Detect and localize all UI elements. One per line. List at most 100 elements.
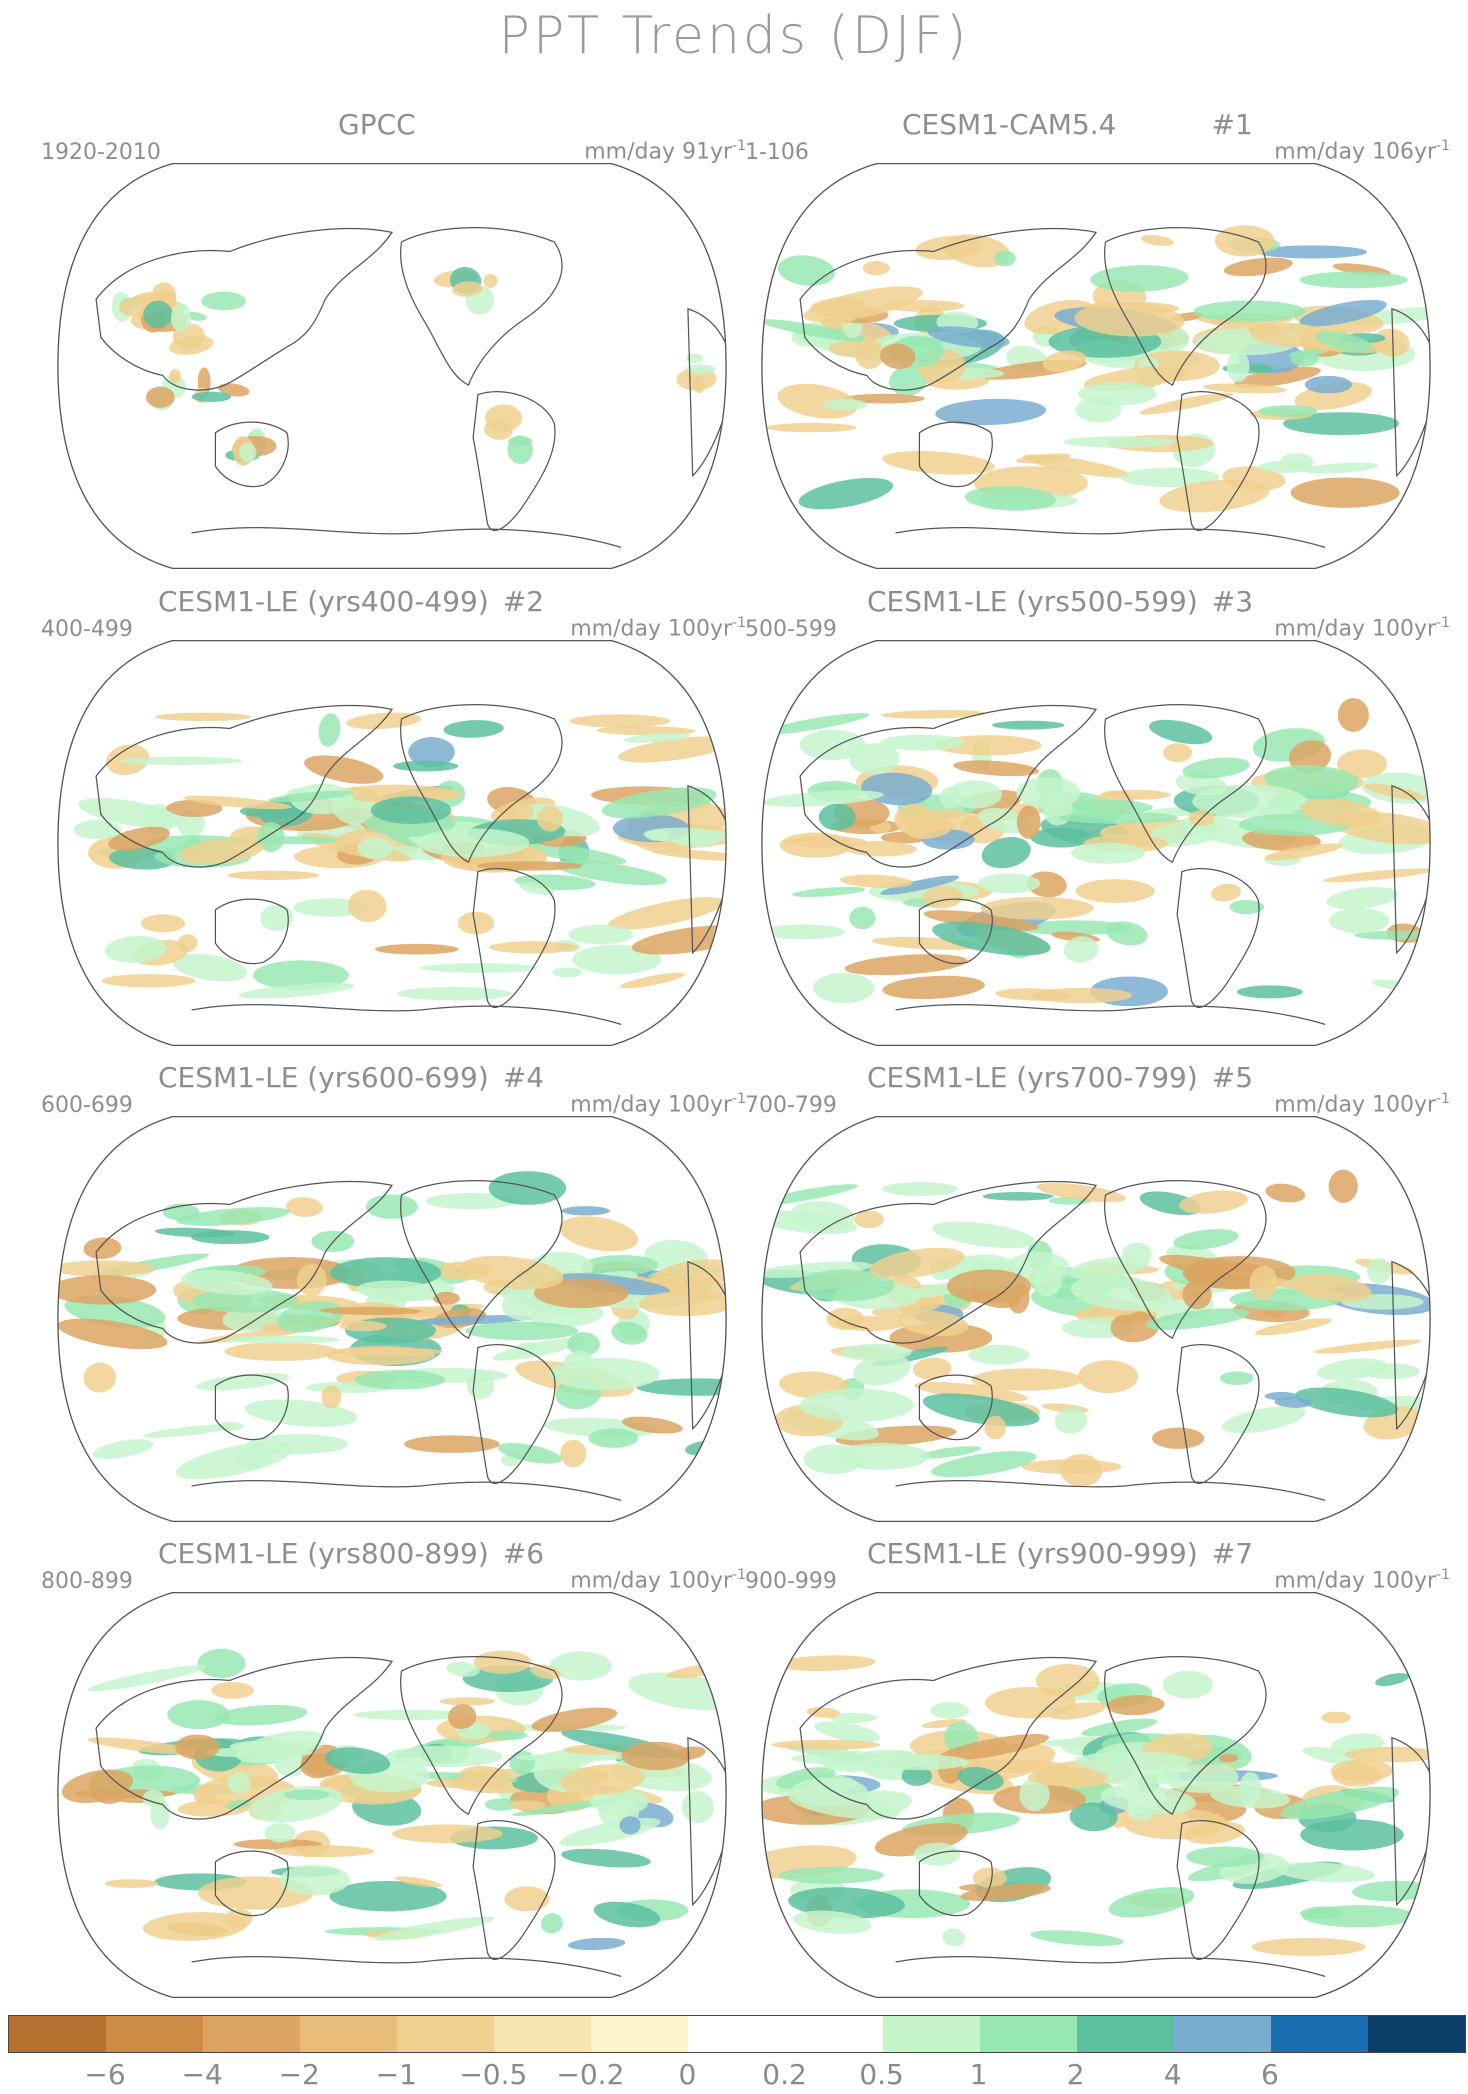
colorbar-cell	[1270, 2016, 1368, 2052]
panel-title: CESM1-CAM5.4 #1	[902, 108, 1253, 141]
panel-title-text: GPCC	[338, 108, 416, 141]
panel-units-text: mm/day 100yr	[570, 1092, 733, 1118]
panel-units-exponent: -1	[1436, 1091, 1450, 1107]
precip-trend-field	[57, 1171, 727, 1480]
panel-units-exponent: -1	[1436, 615, 1450, 631]
panel-year-range: 400-499	[41, 617, 133, 642]
panel-number: #6	[502, 1537, 545, 1570]
map-frame	[761, 162, 1431, 570]
coastlines	[799, 1656, 1431, 1977]
colorbar-tick-label: 1	[969, 2058, 988, 2091]
panel-title: CESM1-LE (yrs400-499) #2	[158, 585, 544, 618]
panel-title: CESM1-LE (yrs600-699) #4	[158, 1061, 544, 1094]
panel-number: #1	[1211, 108, 1253, 141]
panel-year-range: 1-106	[745, 140, 809, 165]
panel-title-text: CESM1-LE (yrs400-499)	[158, 585, 489, 618]
colorbar-tick-label: −0.5	[459, 2058, 528, 2091]
panel-units-text: mm/day 100yr	[1274, 1568, 1437, 1594]
coastlines	[799, 1180, 1431, 1501]
precip-trend-field	[761, 698, 1431, 1007]
figure-title: PPT Trends (DJF)	[498, 6, 970, 66]
panel-title-text: CESM1-CAM5.4	[902, 108, 1117, 141]
coastlines	[95, 1656, 727, 1977]
panel-units: mm/day 100yr-1	[570, 1091, 746, 1117]
panel-units-text: mm/day 106yr	[1274, 139, 1437, 165]
panel-year-range: 1920-2010	[41, 140, 161, 165]
panel-number: #3	[1211, 585, 1254, 618]
panel-year-range: 600-699	[41, 1093, 133, 1118]
panel-year-range: 800-899	[41, 1569, 133, 1594]
robinson-map	[761, 1115, 1431, 1523]
colorbar-tick-label: 0.5	[859, 2058, 904, 2091]
colorbar-tick-label: 2	[1066, 2058, 1085, 2091]
panel-units-exponent: -1	[1436, 1567, 1450, 1583]
panel-units: mm/day 100yr-1	[570, 615, 746, 641]
colorbar-cell	[882, 2016, 980, 2052]
robinson-map	[57, 1115, 727, 1523]
coastlines	[95, 704, 727, 1025]
colorbar-tick-label: 0.2	[762, 2058, 807, 2091]
panel-title: CESM1-LE (yrs700-799) #5	[867, 1061, 1253, 1094]
map-frame	[57, 1115, 727, 1523]
panel-units: mm/day 100yr-1	[1274, 615, 1450, 641]
map-frame	[761, 639, 1431, 1047]
panel-units-text: mm/day 100yr	[570, 1568, 733, 1594]
panel-number: #4	[502, 1061, 545, 1094]
panel-number: #5	[1211, 1061, 1254, 1094]
coastlines	[799, 227, 1431, 548]
panel-title: CESM1-LE (yrs500-599) #3	[867, 585, 1253, 618]
colorbar-cell	[397, 2016, 495, 2052]
panel-units: mm/day 106yr-1	[1274, 138, 1450, 164]
map-panel-4: CESM1-LE (yrs500-599) #3 500-599 mm/day 100…	[742, 585, 1462, 1047]
map-frame	[57, 1591, 727, 1999]
panel-title: CESM1-LE (yrs900-999) #7	[867, 1537, 1253, 1570]
colorbar-tick-label: 6	[1260, 2058, 1279, 2091]
robinson-map	[761, 639, 1431, 1047]
colorbar-cell	[1076, 2016, 1174, 2052]
precip-trend-field	[111, 267, 717, 466]
precip-trend-field	[761, 1655, 1431, 1956]
colorbar-cell	[785, 2016, 883, 2052]
panel-units-exponent: -1	[732, 1091, 746, 1107]
colorbar-cell	[300, 2016, 398, 2052]
colorbar-ticks: −6 −4 −2 −1 −0.5 −0.2 0 0.2 0.5 1 2 4 6	[8, 2058, 1464, 2094]
colorbar-tick-label: −0.2	[556, 2058, 625, 2091]
panel-title-text: CESM1-LE (yrs800-899)	[158, 1537, 489, 1570]
panel-title-text: CESM1-LE (yrs500-599)	[867, 585, 1198, 618]
robinson-map	[761, 1591, 1431, 1999]
panel-year-range: 700-799	[745, 1093, 837, 1118]
panel-units-text: mm/day 100yr	[1274, 1092, 1437, 1118]
colorbar	[8, 2015, 1466, 2053]
colorbar-cell	[106, 2016, 204, 2052]
panel-units: mm/day 100yr-1	[1274, 1091, 1450, 1117]
colorbar-cell	[688, 2016, 786, 2052]
panel-units-text: mm/day 100yr	[1274, 616, 1437, 642]
colorbar-cell	[9, 2016, 107, 2052]
panel-units-exponent: -1	[732, 615, 746, 631]
panel-units: mm/day 100yr-1	[570, 1567, 746, 1593]
panel-year-range: 500-599	[745, 617, 837, 642]
panel-title: CESM1-LE (yrs800-899) #6	[158, 1537, 544, 1570]
precip-trend-field	[61, 1648, 727, 1951]
colorbar-cell	[1367, 2016, 1465, 2052]
map-panel-8: CESM1-LE (yrs900-999) #7 900-999 mm/day 100…	[742, 1537, 1462, 1999]
coastlines	[95, 227, 727, 548]
panel-title-text: CESM1-LE (yrs700-799)	[867, 1061, 1198, 1094]
map-frame	[761, 1115, 1431, 1523]
map-panel-7: CESM1-LE (yrs800-899) #6 800-899 mm/day 100…	[38, 1537, 758, 1999]
precip-trend-field	[761, 225, 1431, 513]
colorbar-cell	[591, 2016, 689, 2052]
map-panel-2: CESM1-CAM5.4 #1 1-106 mm/day 106yr-1	[742, 108, 1462, 570]
panel-number: #2	[502, 585, 545, 618]
colorbar-cell	[494, 2016, 592, 2052]
panel-units-text: mm/day 100yr	[570, 616, 733, 642]
map-background	[57, 163, 727, 569]
panel-year-range: 900-999	[745, 1569, 837, 1594]
panel-units-exponent: -1	[732, 1567, 746, 1583]
colorbar-tick-label: −6	[84, 2058, 126, 2091]
coastlines	[95, 1180, 727, 1501]
robinson-map	[57, 162, 727, 570]
panel-title-text: CESM1-LE (yrs900-999)	[867, 1537, 1198, 1570]
map-panel-3: CESM1-LE (yrs400-499) #2 400-499 mm/day 100…	[38, 585, 758, 1047]
colorbar-tick-label: −2	[278, 2058, 320, 2091]
